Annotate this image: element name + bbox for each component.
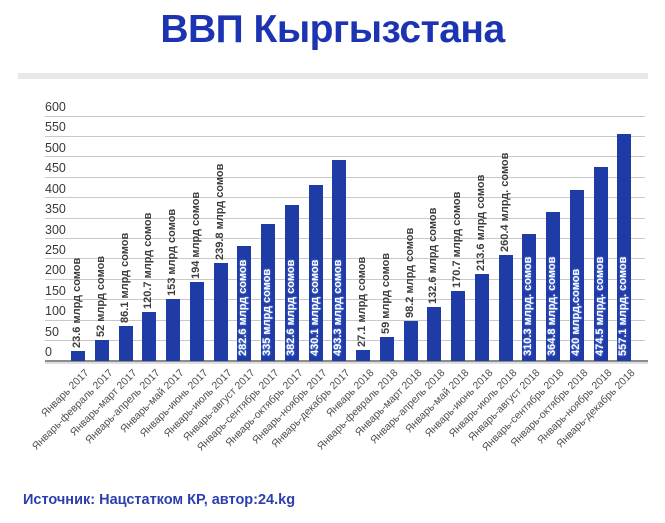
bar-value-label: 153 млрд сомов	[166, 208, 178, 296]
bar-value-label: 170.7 млрд сомов	[451, 191, 463, 289]
source-text: Источник: Нацстатком КР, автор:24.kg	[23, 492, 296, 508]
bar-value-label: 239.8 млрд сомов	[213, 163, 226, 261]
bar	[189, 281, 204, 361]
x-axis-line	[45, 360, 648, 362]
bar-value-label: 430.1 млрд сомов	[308, 259, 321, 356]
bar	[593, 167, 608, 361]
bar-value-label: 23.6 млрд сомов	[71, 258, 83, 349]
bar	[118, 325, 133, 361]
bar-value-label: 194 млрд сомов	[189, 191, 202, 279]
bar	[617, 133, 632, 361]
y-tick-label: 0	[45, 345, 52, 359]
bar	[427, 306, 442, 361]
bar	[522, 234, 537, 361]
y-tick-label: 500	[45, 140, 66, 155]
bar-value-label: 86.1 млрд сомов	[118, 232, 131, 323]
bar-value-label: 310.3 млрд. сомов	[522, 256, 535, 356]
bar	[308, 185, 323, 361]
gridline	[45, 115, 645, 117]
bar	[474, 273, 489, 361]
bar-value-label: 260.4 млрд. сомов	[498, 152, 511, 252]
y-tick-label: 250	[45, 242, 66, 257]
y-tick-label: 100	[45, 304, 66, 319]
bar-value-label: 59 млрд сомов	[379, 252, 392, 334]
y-tick-label: 300	[45, 222, 66, 237]
bar-value-label: 27.1 млрд сомов	[356, 256, 368, 347]
bar-value-label: 282.6 млрд сомов	[237, 259, 250, 356]
y-tick-label: 150	[45, 283, 66, 298]
bar	[379, 336, 394, 361]
y-tick-label: 400	[45, 181, 66, 196]
y-tick-label: 600	[45, 100, 66, 114]
y-tick-label: 350	[45, 202, 66, 217]
bar-value-label: 52 млрд сомов	[94, 255, 107, 337]
bar-value-label: 120.7 млрд сомов	[142, 212, 155, 309]
bar	[284, 204, 299, 361]
bar-value-label: 557.1 млрд. сомов	[617, 256, 630, 356]
bar	[451, 291, 465, 361]
bar-value-label: 132.6 млрд сомов	[427, 207, 440, 304]
bar	[142, 311, 157, 361]
bar	[356, 349, 370, 361]
bar	[213, 263, 228, 361]
y-tick-label: 50	[45, 324, 59, 339]
bar-value-label: 364.8 млрд. сомов	[546, 256, 558, 356]
y-tick-label: 550	[45, 120, 66, 135]
bar-value-label: 474.5 млрд. сомов	[593, 256, 606, 356]
bar	[166, 298, 180, 361]
bar-value-label: 382.6 млрд сомов	[284, 259, 297, 356]
bar	[403, 320, 418, 361]
y-tick-label: 200	[45, 263, 66, 278]
bar	[261, 224, 275, 361]
bar	[332, 159, 347, 361]
page-title: ВВП Кыргызстана	[160, 8, 505, 51]
gridline	[45, 156, 645, 158]
bar-value-label: 98.2 млрд сомов	[403, 227, 416, 318]
gridline	[45, 135, 645, 137]
bar	[569, 189, 584, 361]
bar	[71, 351, 85, 361]
bar	[546, 212, 560, 361]
bar-value-label: 213.6 млрд сомов	[474, 174, 487, 271]
bar	[498, 254, 513, 361]
title-divider	[18, 73, 648, 79]
bar-value-label: 420 млрд.сомов	[569, 268, 582, 356]
bar-value-label: 493.3 млрд сомов	[332, 259, 345, 356]
y-tick-label: 450	[45, 161, 66, 176]
bar-value-label: 335 млрд сомов	[261, 268, 273, 356]
bar	[94, 339, 109, 361]
bar	[237, 245, 252, 361]
